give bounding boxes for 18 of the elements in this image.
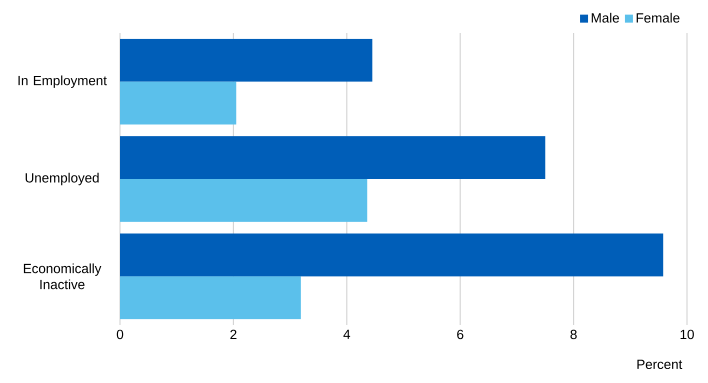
legend-label: Female bbox=[636, 12, 680, 23]
legend-label: Male bbox=[592, 12, 620, 23]
x-tick-label: 0 bbox=[116, 330, 124, 340]
bar bbox=[120, 82, 236, 124]
bar bbox=[120, 179, 368, 222]
x-tick-label: 4 bbox=[343, 330, 350, 339]
x-tick-label: 2 bbox=[230, 330, 236, 340]
bar bbox=[120, 38, 372, 82]
y-tick-label: In Employment bbox=[18, 75, 107, 88]
x-axis-title: Percent bbox=[637, 360, 682, 370]
bar bbox=[120, 234, 664, 276]
x-tick-label: 6 bbox=[457, 330, 464, 340]
bar bbox=[120, 136, 546, 180]
y-tick-label: Unemployed bbox=[26, 172, 99, 186]
x-tick-label: 10 bbox=[680, 330, 694, 340]
y-tick-label: Economically Inactive bbox=[24, 263, 102, 290]
bar bbox=[120, 276, 301, 320]
x-tick-label: 8 bbox=[570, 330, 577, 340]
